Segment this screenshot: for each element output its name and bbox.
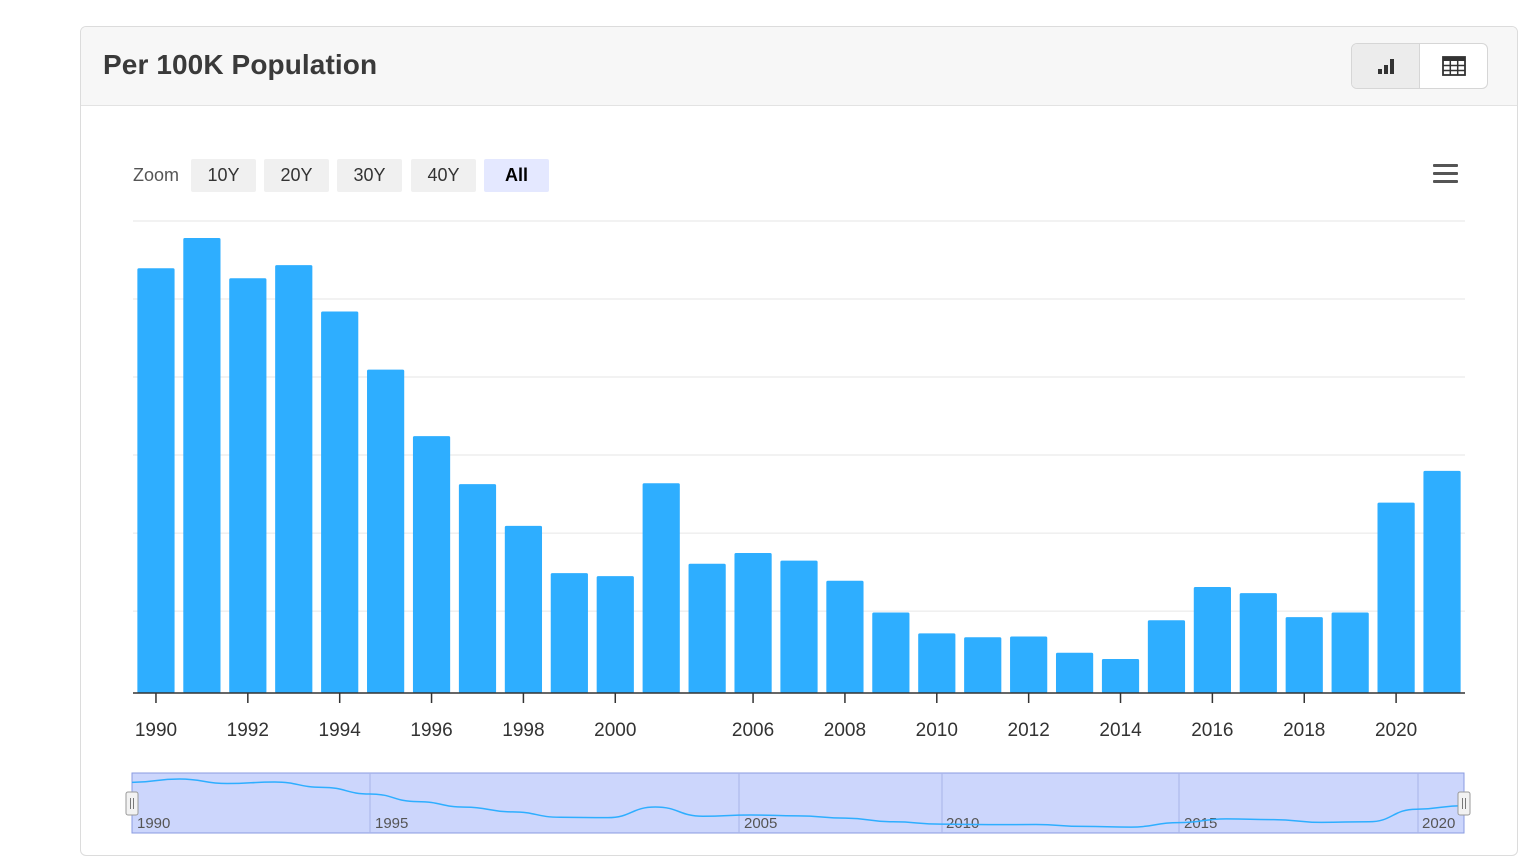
bar-2014[interactable]: [1101, 658, 1140, 693]
bar-2018[interactable]: [1285, 617, 1323, 693]
bar-2011[interactable]: [964, 637, 1002, 693]
bar-2000[interactable]: [596, 576, 634, 693]
zoom-all-button[interactable]: All: [484, 159, 549, 192]
bar-chart-icon: [1377, 59, 1394, 74]
bar-series: [137, 238, 1461, 693]
x-tick-label: 2016: [1191, 720, 1233, 741]
x-tick-label: 2006: [732, 720, 774, 741]
table-icon: [1441, 56, 1466, 76]
table-view-button[interactable]: [1420, 44, 1487, 88]
navigator-selection[interactable]: [131, 772, 1465, 834]
x-tick-label: 2008: [824, 720, 866, 741]
x-tick-label: 1992: [227, 720, 269, 741]
hamburger-menu-icon[interactable]: [1432, 162, 1460, 186]
bar-2015[interactable]: [1147, 620, 1186, 693]
card-header: Per 100K Population: [81, 27, 1517, 106]
navigator-label: 2010: [946, 815, 979, 832]
zoom-20y-button[interactable]: 20Y: [264, 159, 329, 192]
bar-2010[interactable]: [918, 633, 956, 693]
zoom-30y-button[interactable]: 30Y: [337, 159, 402, 192]
zoom-label: Zoom: [133, 165, 180, 185]
x-tick-label: 1994: [319, 720, 362, 741]
bar-2007[interactable]: [780, 560, 818, 693]
navigator-right-handle[interactable]: [1457, 791, 1471, 816]
bar-2016[interactable]: [1193, 586, 1231, 693]
range-navigator[interactable]: 1990 1995 2005 2010 2015 2020: [125, 772, 1471, 834]
bar-2001[interactable]: [642, 483, 680, 693]
bar-2008[interactable]: [826, 580, 864, 693]
bar-2020[interactable]: [1377, 502, 1415, 693]
x-tick-label: 2020: [1375, 720, 1417, 741]
bar-1994[interactable]: [321, 311, 359, 693]
navigator-label: 2005: [744, 815, 777, 832]
bar-1990[interactable]: [137, 268, 175, 693]
bar-2005[interactable]: [688, 563, 726, 693]
navigator-left-handle[interactable]: [125, 791, 139, 816]
view-toggle: [1351, 43, 1488, 89]
bar-2006[interactable]: [734, 552, 772, 693]
bar-1999[interactable]: [550, 573, 588, 693]
bar-1992[interactable]: [229, 278, 267, 693]
bar-2009[interactable]: [872, 612, 910, 693]
bar-1997[interactable]: [458, 484, 497, 693]
bar-1998[interactable]: [504, 525, 543, 693]
chart-view-button[interactable]: [1352, 44, 1420, 88]
bar-2013[interactable]: [1055, 652, 1094, 693]
navigator-label: 2015: [1184, 815, 1217, 832]
bar-2019[interactable]: [1331, 612, 1369, 693]
zoom-40y-button[interactable]: 40Y: [411, 159, 476, 192]
x-tick-label: 1990: [135, 720, 177, 741]
navigator-label: 2020: [1422, 815, 1455, 832]
bar-1991[interactable]: [183, 238, 221, 693]
bar-2017[interactable]: [1239, 593, 1277, 693]
bar-1995[interactable]: [367, 369, 405, 693]
page-title: Per 100K Population: [103, 49, 378, 80]
bar-1993[interactable]: [275, 265, 313, 693]
x-tick-label: 1998: [502, 720, 544, 741]
navigator-label: 1995: [375, 815, 408, 832]
x-tick-label: 2012: [1008, 720, 1050, 741]
navigator-label: 1990: [137, 815, 170, 832]
x-tick-label: 1996: [410, 720, 452, 741]
bar-2012[interactable]: [1010, 636, 1048, 693]
bar-2021[interactable]: [1423, 470, 1461, 693]
x-axis: 1990 1992 1994 1996 1998 2000 2006 2008 2010 2012…: [133, 692, 1465, 741]
zoom-10y-button[interactable]: 10Y: [191, 159, 256, 192]
bar-1996[interactable]: [412, 436, 451, 693]
x-tick-label: 2018: [1283, 720, 1325, 741]
x-tick-label: 2010: [916, 720, 958, 741]
navigator-series-line: [131, 778, 1465, 828]
x-tick-label: 2000: [594, 720, 636, 741]
x-tick-label: 2014: [1099, 720, 1142, 741]
